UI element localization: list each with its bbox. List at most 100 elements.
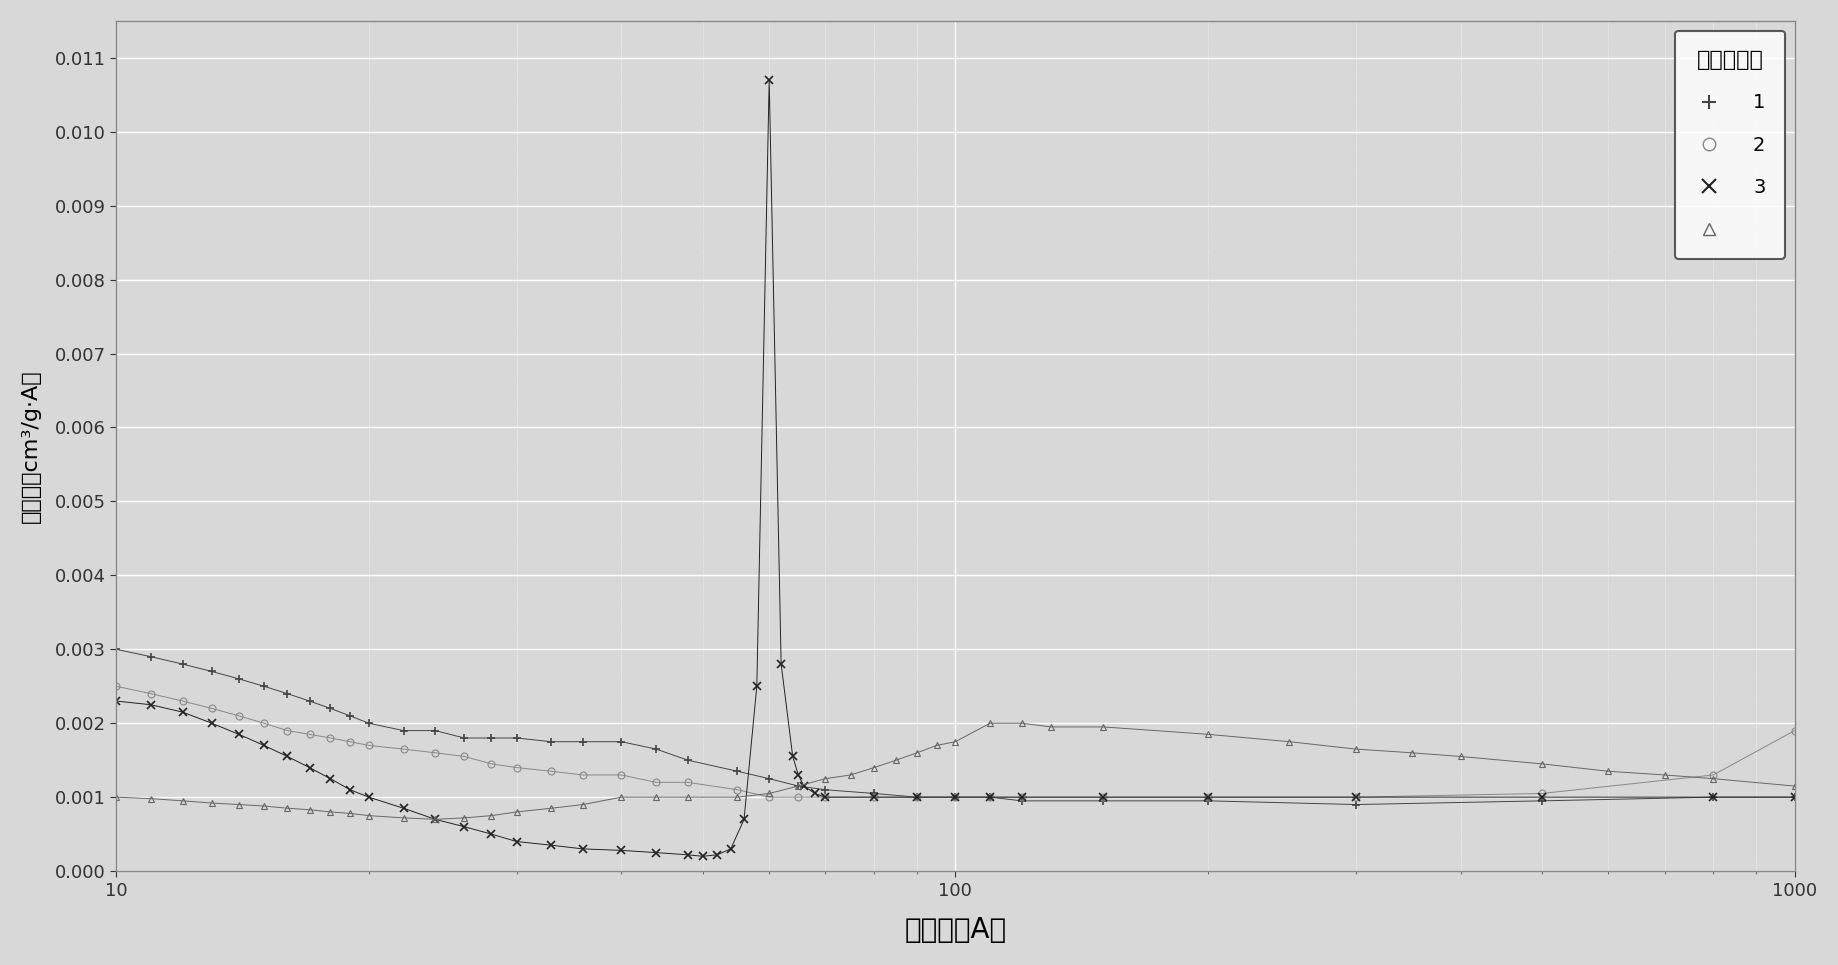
1	[480, 732, 502, 744]
3	[781, 751, 803, 762]
1	[1197, 795, 1219, 807]
2	[320, 732, 342, 744]
3	[425, 813, 447, 825]
3	[320, 773, 342, 785]
1	[906, 791, 928, 803]
2	[1011, 791, 1033, 803]
1	[814, 784, 836, 795]
3	[505, 836, 528, 847]
1	[228, 673, 250, 684]
1	[298, 695, 320, 706]
1	[645, 743, 667, 755]
3	[200, 717, 222, 729]
2	[1702, 769, 1724, 781]
1	[505, 732, 528, 744]
1	[945, 791, 967, 803]
3	[298, 761, 320, 773]
1	[171, 658, 193, 670]
2	[1092, 791, 1114, 803]
1	[358, 717, 380, 729]
1	[1531, 795, 1553, 807]
3	[1092, 791, 1114, 803]
3	[803, 787, 825, 799]
3	[140, 699, 162, 710]
2	[276, 725, 298, 736]
1	[1011, 795, 1033, 807]
3	[733, 813, 755, 825]
1	[572, 736, 594, 748]
Legend: 1, 2, 3, : 1, 2, 3,	[1674, 31, 1785, 259]
2	[757, 791, 779, 803]
3	[1783, 791, 1805, 803]
3	[1531, 791, 1553, 803]
Y-axis label: 孔体积（cm³/g·A）: 孔体积（cm³/g·A）	[20, 370, 40, 523]
3	[980, 791, 1002, 803]
2	[425, 747, 447, 758]
2	[645, 777, 667, 788]
2	[298, 729, 320, 740]
2	[787, 791, 809, 803]
1	[864, 787, 886, 799]
3	[540, 840, 562, 851]
3	[906, 791, 928, 803]
2	[140, 688, 162, 700]
3	[691, 850, 713, 862]
3	[720, 843, 743, 855]
3	[864, 791, 886, 803]
3	[676, 849, 698, 861]
2	[980, 791, 1002, 803]
3	[358, 791, 380, 803]
3	[814, 791, 836, 803]
2	[228, 710, 250, 722]
2	[864, 791, 886, 803]
3	[746, 680, 768, 692]
1	[757, 773, 779, 785]
2	[1345, 791, 1367, 803]
1	[980, 791, 1002, 803]
3	[645, 847, 667, 859]
1	[276, 688, 298, 700]
3	[454, 821, 476, 833]
2	[540, 765, 562, 777]
2	[1531, 787, 1553, 799]
3	[610, 844, 632, 856]
Line: 1: 1	[112, 646, 1799, 809]
1	[1702, 791, 1724, 803]
2	[505, 761, 528, 773]
2	[1197, 791, 1219, 803]
1	[1345, 799, 1367, 811]
2	[338, 736, 360, 748]
3	[393, 803, 415, 814]
1	[1092, 795, 1114, 807]
3	[706, 849, 728, 861]
3	[770, 658, 792, 670]
2	[572, 769, 594, 781]
3	[757, 74, 779, 86]
X-axis label: 孔直径（A）: 孔直径（A）	[904, 916, 1007, 944]
1	[454, 732, 476, 744]
1	[393, 725, 415, 736]
1	[726, 765, 748, 777]
1	[676, 755, 698, 766]
3	[254, 739, 276, 751]
1	[105, 644, 127, 655]
1	[200, 666, 222, 677]
2	[814, 791, 836, 803]
1	[338, 710, 360, 722]
3	[945, 791, 967, 803]
3	[276, 751, 298, 762]
2	[906, 791, 928, 803]
3	[228, 729, 250, 740]
2	[480, 758, 502, 770]
1	[320, 703, 342, 714]
1	[610, 736, 632, 748]
3	[1702, 791, 1724, 803]
3	[787, 769, 809, 781]
Line: 2: 2	[112, 683, 1798, 801]
2	[358, 739, 380, 751]
2	[171, 695, 193, 706]
1	[540, 736, 562, 748]
3	[480, 828, 502, 840]
Line: 3: 3	[112, 76, 1799, 861]
2	[200, 703, 222, 714]
